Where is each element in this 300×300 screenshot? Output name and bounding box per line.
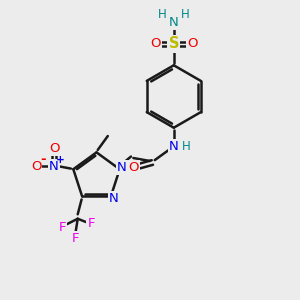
Text: F: F: [72, 232, 79, 244]
Text: N: N: [117, 161, 127, 174]
Text: F: F: [87, 217, 95, 230]
Text: H: H: [181, 8, 189, 21]
Text: N: N: [109, 192, 119, 205]
Text: S: S: [169, 36, 179, 51]
Text: +: +: [56, 155, 64, 165]
Text: N: N: [49, 160, 59, 173]
Text: -: -: [40, 153, 46, 166]
Text: H: H: [158, 8, 167, 21]
Text: O: O: [31, 160, 41, 173]
Text: F: F: [58, 221, 66, 234]
Text: N: N: [169, 16, 179, 29]
Text: H: H: [182, 140, 190, 153]
Text: O: O: [129, 161, 139, 174]
Text: N: N: [169, 140, 179, 153]
Text: O: O: [187, 38, 197, 50]
Text: O: O: [150, 38, 160, 50]
Text: O: O: [49, 142, 59, 155]
